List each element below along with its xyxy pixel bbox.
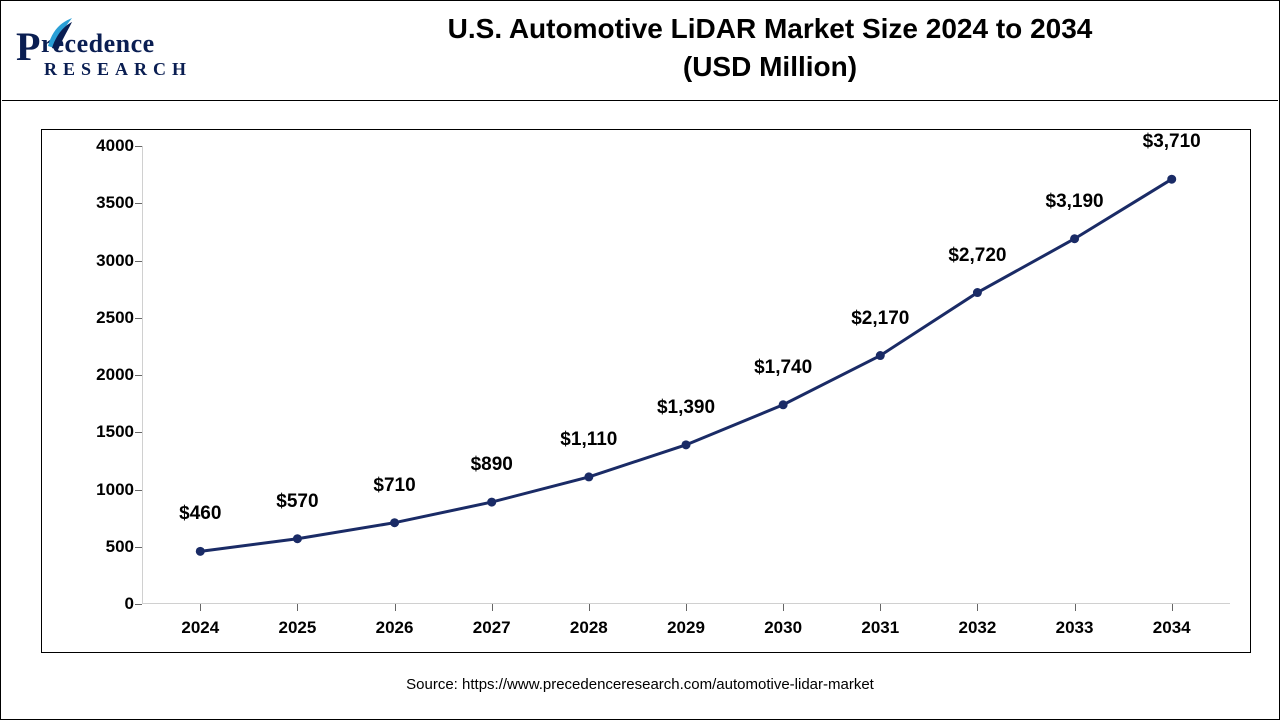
y-tick-mark [135, 375, 142, 376]
data-label: $890 [471, 454, 513, 476]
y-tick-mark [135, 261, 142, 262]
y-tick-label: 3000 [74, 251, 134, 271]
chart-title-line1: U.S. Automotive LiDAR Market Size 2024 t… [302, 10, 1238, 48]
logo-brand-top: Precedence [16, 24, 192, 64]
data-marker [390, 518, 399, 527]
source-prefix: Source: [406, 676, 462, 693]
y-tick-mark [135, 432, 142, 433]
y-tick-mark [135, 604, 142, 605]
y-axis-line [142, 146, 143, 604]
data-label: $3,710 [1143, 131, 1201, 153]
y-tick-label: 4000 [74, 136, 134, 156]
data-label: $2,720 [948, 245, 1006, 267]
x-tick-mark [686, 604, 687, 611]
x-tick-mark [200, 604, 201, 611]
x-tick-label: 2029 [667, 618, 705, 638]
x-tick-label: 2027 [473, 618, 511, 638]
x-tick-label: 2024 [181, 618, 219, 638]
data-label: $2,170 [851, 308, 909, 330]
logo-text: Precedence RESEARCH [16, 24, 192, 78]
data-label: $710 [373, 475, 415, 497]
x-tick-mark [880, 604, 881, 611]
y-tick-label: 0 [74, 594, 134, 614]
x-tick-mark [977, 604, 978, 611]
logo-brand-word: recedence [41, 31, 155, 57]
x-tick-mark [492, 604, 493, 611]
data-label: $460 [179, 503, 221, 525]
series-line [200, 179, 1171, 551]
line-chart-svg [142, 146, 1230, 604]
data-marker [1167, 175, 1176, 184]
x-tick-label: 2028 [570, 618, 608, 638]
x-tick-label: 2026 [376, 618, 414, 638]
chart-title: U.S. Automotive LiDAR Market Size 2024 t… [302, 10, 1238, 86]
y-tick-mark [135, 203, 142, 204]
x-tick-label: 2031 [861, 618, 899, 638]
logo: Precedence RESEARCH [16, 12, 256, 90]
data-marker [973, 288, 982, 297]
data-marker [876, 351, 885, 360]
x-tick-label: 2033 [1056, 618, 1094, 638]
x-tick-mark [1075, 604, 1076, 611]
y-tick-mark [135, 547, 142, 548]
data-marker [584, 472, 593, 481]
x-tick-label: 2025 [279, 618, 317, 638]
header-band: Precedence RESEARCH U.S. Automotive LiDA… [2, 2, 1278, 101]
x-tick-mark [395, 604, 396, 611]
x-tick-mark [297, 604, 298, 611]
x-tick-label: 2030 [764, 618, 802, 638]
x-tick-mark [589, 604, 590, 611]
logo-brand-sub: RESEARCH [16, 60, 192, 78]
data-label: $1,740 [754, 357, 812, 379]
y-tick-label: 500 [74, 537, 134, 557]
data-marker [196, 547, 205, 556]
y-tick-mark [135, 318, 142, 319]
y-tick-label: 1500 [74, 422, 134, 442]
data-marker [293, 534, 302, 543]
data-label: $1,110 [560, 429, 617, 451]
data-marker [682, 440, 691, 449]
source-line: Source: https://www.precedenceresearch.c… [1, 676, 1279, 693]
data-label: $570 [276, 491, 318, 513]
data-marker [487, 498, 496, 507]
source-url: https://www.precedenceresearch.com/autom… [462, 676, 874, 693]
x-tick-label: 2032 [959, 618, 997, 638]
logo-letter-p: P [16, 27, 41, 67]
x-tick-mark [783, 604, 784, 611]
data-label: $1,390 [657, 397, 715, 419]
data-marker [1070, 234, 1079, 243]
plot-area: $460 $570 $710 $890 $1,110 $1,390 $1,740 $2,170… [142, 146, 1230, 604]
data-marker [779, 400, 788, 409]
y-tick-label: 3500 [74, 193, 134, 213]
y-tick-label: 2000 [74, 365, 134, 385]
y-tick-mark [135, 490, 142, 491]
y-tick-mark [135, 146, 142, 147]
chart-title-line2: (USD Million) [302, 48, 1238, 86]
x-tick-mark [1172, 604, 1173, 611]
data-label: $3,190 [1046, 191, 1104, 213]
chart-frame: $460 $570 $710 $890 $1,110 $1,390 $1,740 $2,170… [41, 129, 1251, 653]
outer-frame: Precedence RESEARCH U.S. Automotive LiDA… [0, 0, 1280, 720]
y-tick-label: 1000 [74, 480, 134, 500]
x-tick-label: 2034 [1153, 618, 1191, 638]
y-tick-label: 2500 [74, 308, 134, 328]
